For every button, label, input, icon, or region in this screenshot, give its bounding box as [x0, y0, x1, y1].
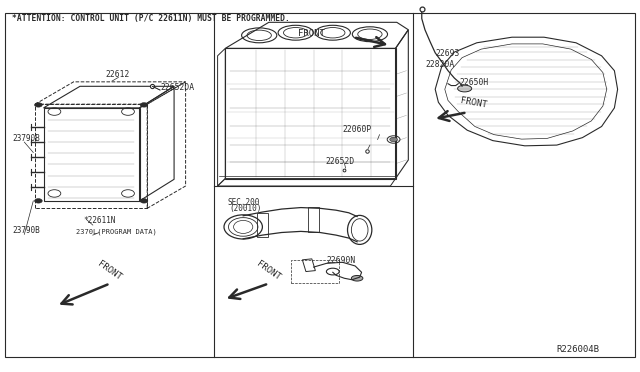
Text: *22611N: *22611N — [83, 216, 116, 225]
Text: 22690N: 22690N — [326, 256, 356, 265]
Circle shape — [140, 103, 148, 107]
Text: R226004B: R226004B — [557, 345, 600, 354]
Circle shape — [35, 103, 42, 107]
Circle shape — [35, 199, 42, 203]
Text: FRONT: FRONT — [460, 97, 488, 110]
Bar — [302, 259, 316, 272]
Circle shape — [390, 137, 397, 142]
Bar — [308, 208, 319, 231]
Text: 23790B: 23790B — [13, 226, 40, 235]
Text: FRONT: FRONT — [298, 29, 324, 38]
Text: 22652DA: 22652DA — [160, 83, 194, 92]
Text: 22650H: 22650H — [460, 78, 489, 87]
Text: 22693: 22693 — [435, 49, 460, 58]
Text: 23790B: 23790B — [13, 134, 40, 142]
Circle shape — [140, 199, 148, 203]
Text: 22060P: 22060P — [342, 125, 372, 134]
Text: SEC.200: SEC.200 — [227, 198, 260, 206]
Text: 22612: 22612 — [106, 70, 130, 79]
Text: 22652D: 22652D — [325, 157, 355, 166]
Ellipse shape — [458, 85, 472, 92]
Bar — [257, 213, 268, 237]
Bar — [291, 260, 339, 283]
Text: *ATTENTION: CONTROL UNIT (P/C 22611N) MUST BE PROGRAMMED.: *ATTENTION: CONTROL UNIT (P/C 22611N) MU… — [12, 14, 289, 23]
Text: 2370L(PROGRAM DATA): 2370L(PROGRAM DATA) — [76, 228, 156, 235]
Text: 22820A: 22820A — [425, 60, 454, 69]
Text: (20010): (20010) — [229, 204, 262, 213]
Ellipse shape — [351, 275, 363, 281]
Text: FRONT: FRONT — [96, 259, 123, 282]
Text: FRONT: FRONT — [255, 259, 282, 282]
